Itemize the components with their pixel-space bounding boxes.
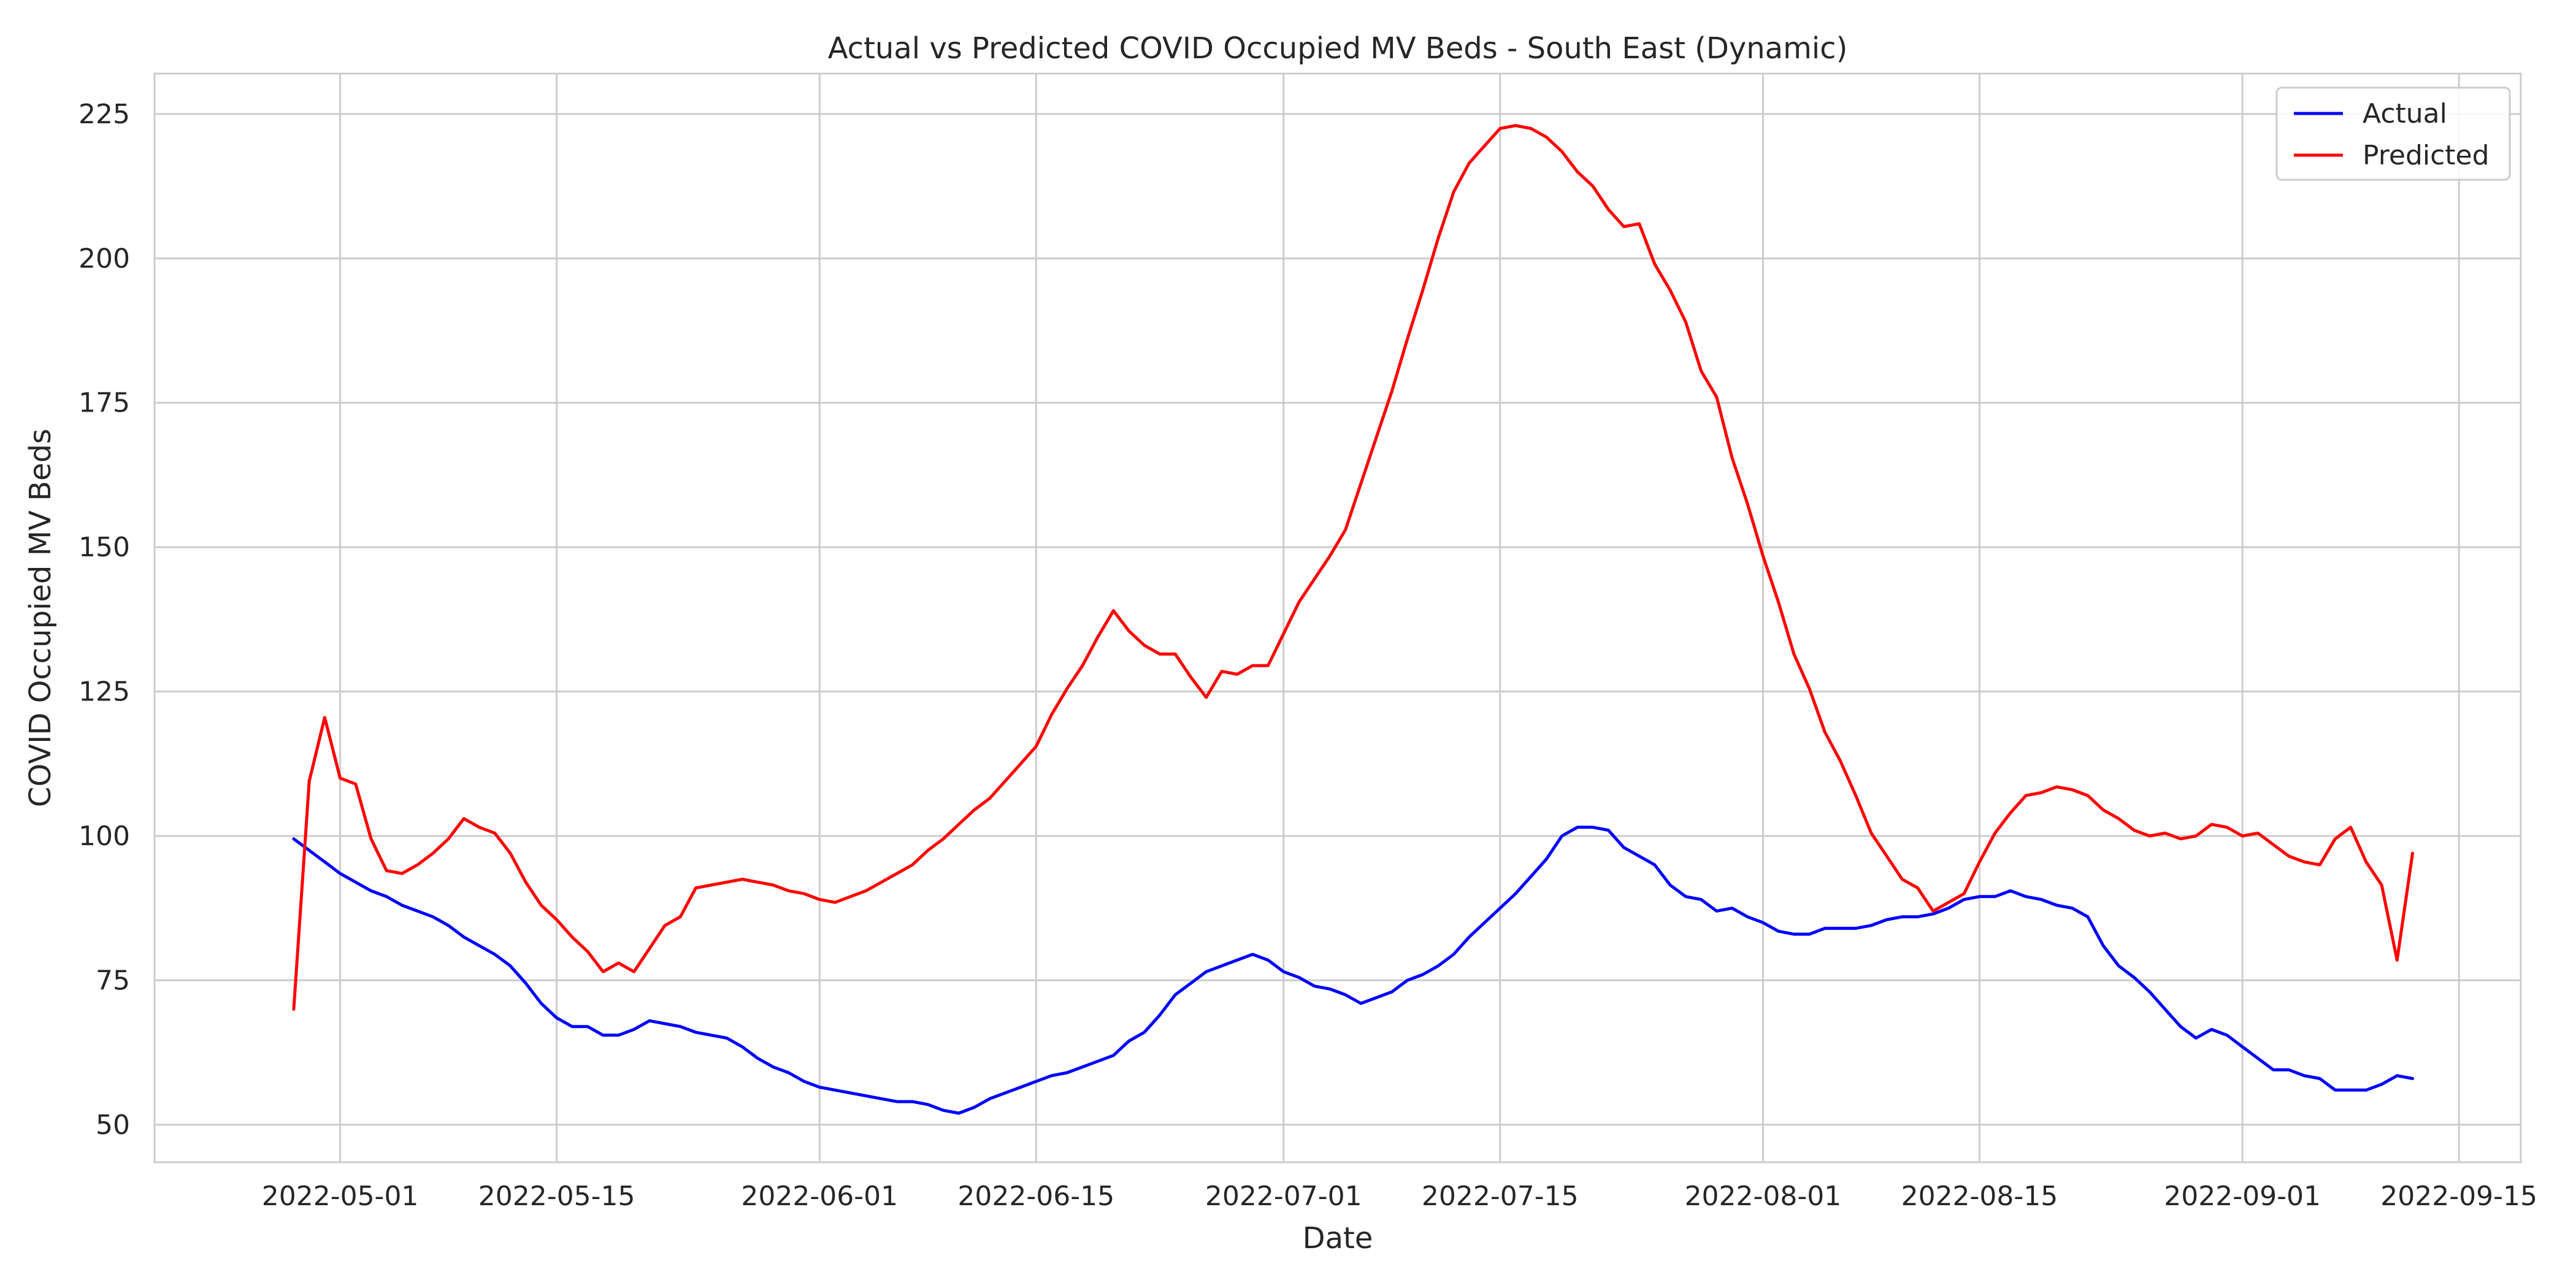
y-axis-title: COVID Occupied MV Beds [23, 429, 58, 807]
y-tick-labels: 50 75 100 125 150 175 200 225 [79, 99, 130, 1141]
x-tick-label: 2022-08-01 [1685, 1181, 1842, 1212]
x-tick-label: 2022-07-15 [1422, 1181, 1579, 1212]
x-axis-title: Date [1303, 1221, 1373, 1255]
x-tick-label: 2022-05-01 [262, 1181, 419, 1212]
y-tick-label: 100 [79, 821, 130, 852]
y-tick-label: 150 [79, 532, 130, 563]
x-tick-label: 2022-06-15 [957, 1181, 1114, 1212]
y-tick-label: 225 [79, 99, 130, 130]
legend-label-actual: Actual [2363, 98, 2447, 129]
series-lines [292, 124, 2414, 1115]
x-tick-label: 2022-08-15 [1901, 1181, 2058, 1212]
legend: Actual Predicted [2275, 86, 2511, 181]
x-tick-label: 2022-07-01 [1205, 1181, 1362, 1212]
y-tick-label: 175 [79, 388, 130, 419]
series-line-predicted [292, 124, 2414, 1011]
x-tick-label: 2022-09-15 [2380, 1181, 2537, 1212]
x-tick-label: 2022-06-01 [741, 1181, 898, 1212]
x-tick-labels: 2022-05-01 2022-05-15 2022-06-01 2022-06-15… [262, 1181, 2537, 1212]
x-tick-label: 2022-05-15 [478, 1181, 635, 1212]
legend-label-predicted: Predicted [2363, 140, 2490, 171]
y-tick-label: 200 [79, 243, 130, 274]
series-line-actual [292, 826, 2414, 1115]
y-tick-label: 125 [79, 677, 130, 708]
plot-frame [153, 72, 2522, 1163]
chart-title: Actual vs Predicted COVID Occupied MV Be… [828, 31, 1848, 66]
grid [155, 74, 2521, 1162]
y-tick-label: 50 [96, 1110, 130, 1141]
y-tick-label: 75 [96, 965, 130, 996]
x-tick-label: 2022-09-01 [2164, 1181, 2321, 1212]
